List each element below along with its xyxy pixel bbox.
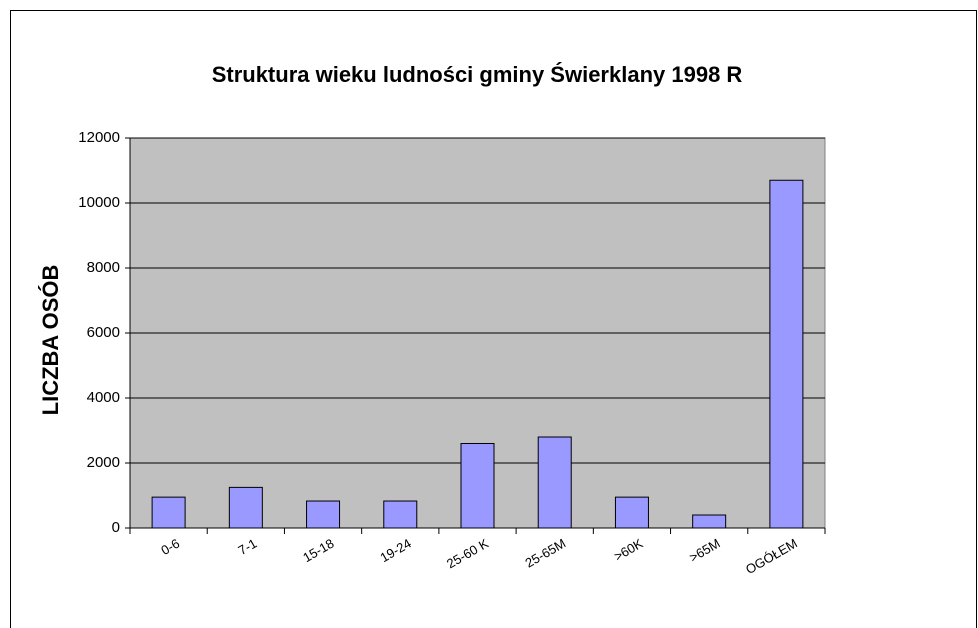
bar (537, 436, 572, 529)
y-tick-label: 8000 (87, 259, 120, 276)
chart-title: Struktura wieku ludności gminy Świerklan… (212, 62, 743, 87)
bar (692, 514, 727, 529)
y-tick-label: 4000 (87, 389, 120, 406)
bar (228, 486, 263, 529)
y-tick-label: 10000 (78, 194, 120, 211)
y-tick-label: 0 (112, 519, 120, 536)
bar (769, 179, 804, 529)
bar (151, 496, 186, 529)
y-tick-label: 6000 (87, 324, 120, 341)
bar (460, 443, 495, 529)
y-tick-label: 2000 (87, 454, 120, 471)
y-axis-label: LICZBA OSÓB (38, 265, 63, 416)
y-tick-label: 12000 (78, 129, 120, 146)
bar (306, 500, 341, 529)
bar (614, 496, 649, 529)
bar (383, 500, 418, 529)
